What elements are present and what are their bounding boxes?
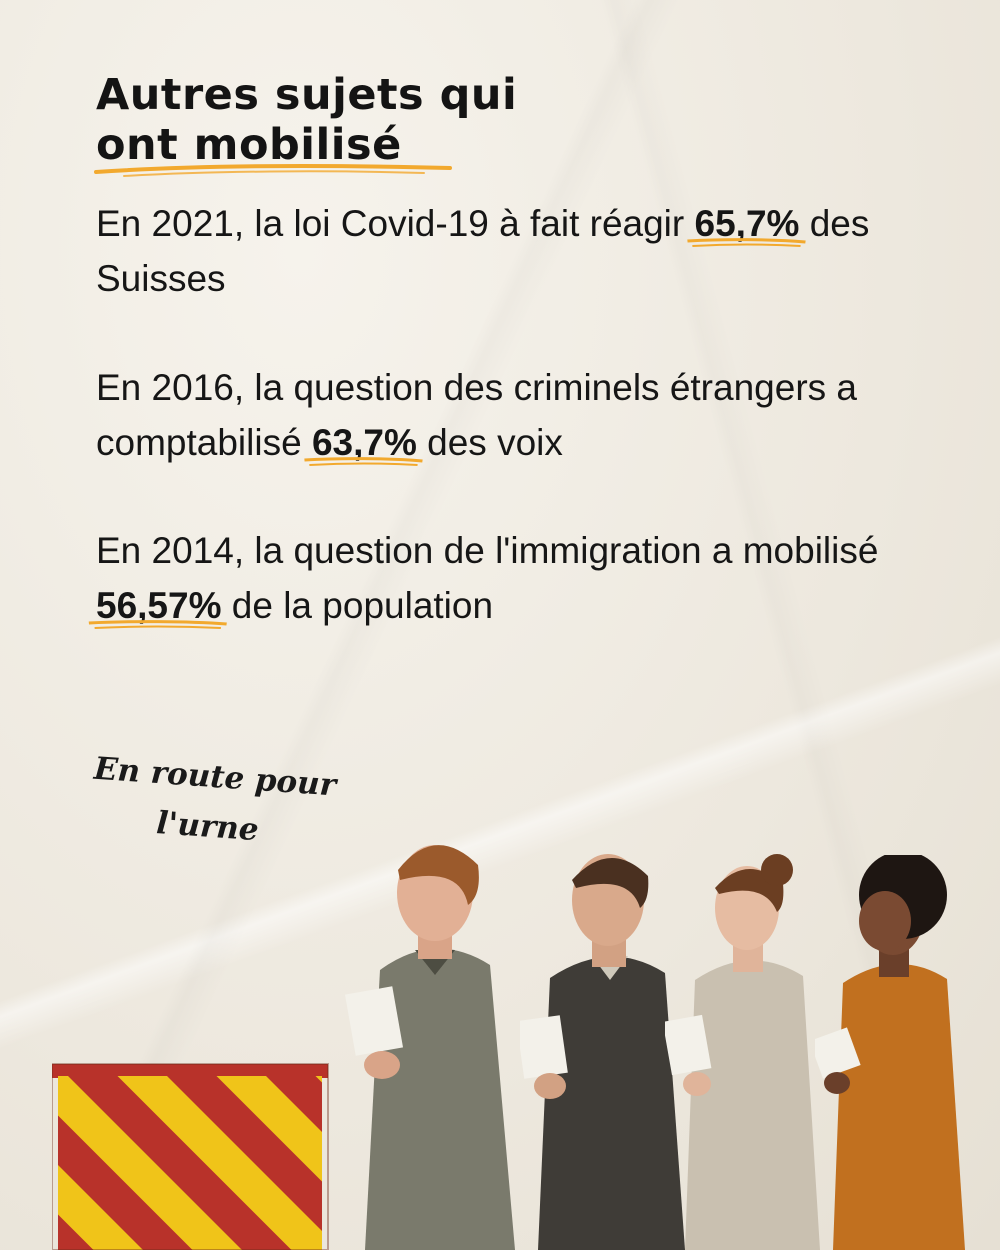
ballot-box-icon [52, 1063, 329, 1250]
fact-2016-text: En 2016, la question des criminels étran… [96, 367, 857, 463]
highlight-underline-icon [686, 238, 806, 247]
fact-2016-suffix: des voix [416, 422, 563, 463]
highlight-underline-icon [88, 620, 227, 629]
voter-1-icon [344, 845, 515, 1250]
voter-4-icon [815, 855, 965, 1250]
fact-2014: En 2014, la question de l'immigration a … [88, 523, 936, 633]
fact-2016: En 2016, la question des criminels étran… [96, 360, 936, 470]
voter-3-icon [665, 854, 820, 1250]
fact-2021-value: 65,7% [686, 203, 806, 247]
title-underline-icon [94, 163, 452, 177]
fact-2021: En 2021, la loi Covid-19 à fait réagir 6… [96, 196, 936, 306]
fact-2021-suffix: des Suisses [96, 203, 870, 299]
title-line-1: Autres sujets qui [96, 70, 518, 120]
fact-2014-value: 56,57% [88, 585, 227, 629]
fact-2014-suffix: de la population [221, 585, 494, 626]
voter-2-icon [520, 854, 685, 1250]
fact-2016-value: 63,7% [304, 422, 423, 466]
title-line-2: ont mobilisé [96, 120, 402, 170]
highlight-underline-icon [304, 457, 423, 466]
fact-2021-text: En 2021, la loi Covid-19 à fait réagir [96, 203, 695, 244]
page-title: Autres sujets qui ont mobilisé [96, 70, 517, 170]
fact-2014-text: En 2014, la question de l'immigration a … [96, 530, 879, 571]
handwritten-caption: En route pour l'urne [89, 744, 338, 861]
